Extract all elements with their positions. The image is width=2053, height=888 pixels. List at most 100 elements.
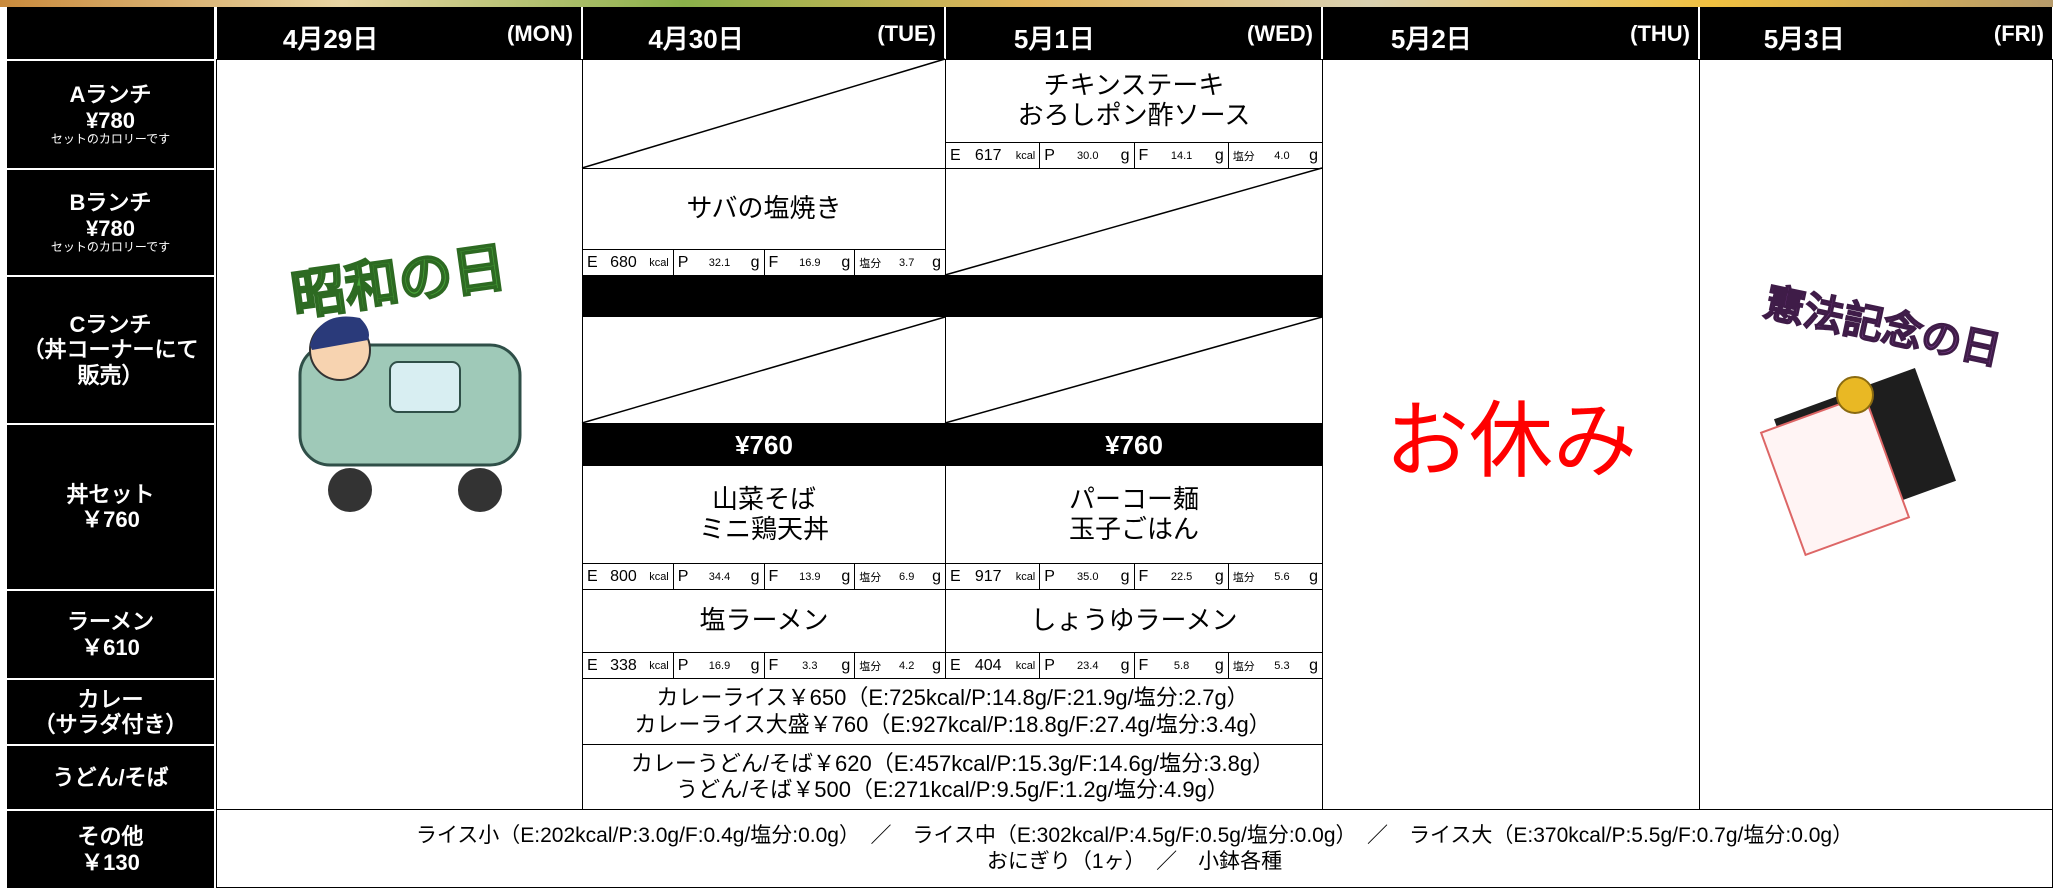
row-label-line: ¥780 — [86, 215, 135, 241]
nutrition-label: 塩分 — [1232, 571, 1255, 584]
nutrition-item: 塩分 4.0 g — [1227, 143, 1322, 168]
row-label-line: Cランチ — [69, 312, 152, 338]
nutrition-label: P — [1044, 146, 1055, 164]
header-day: 5月3日 (FRI) — [1700, 7, 2052, 59]
menu-name-line: サバの塩焼き — [686, 193, 842, 224]
menu-name-line: 玉子ごはん — [1068, 513, 1199, 544]
thu-cell: お休み — [1322, 59, 1700, 810]
nutrition-item: 塩分 3.7 g — [854, 250, 945, 275]
menu-name-line: 塩ラーメン — [699, 605, 829, 636]
curry-line: カレーライス￥650（E:725kcal/P:14.8g/F:21.9g/塩分:… — [656, 685, 1249, 711]
nutrition-item: P 32.1 g — [672, 250, 764, 275]
menu-cell: チキンステーキ おろしポン酢ソース E 617 kcal P 30.0 g F 14.1 g 塩分 4.… — [945, 59, 1323, 169]
header-day: 4月30日 (TUE) — [583, 7, 944, 59]
nutrition-unit: g — [1309, 146, 1318, 164]
nutrition-label: F — [1138, 656, 1149, 674]
nutrition-label: P — [677, 656, 689, 674]
nutrition-unit: kcal — [1015, 659, 1036, 672]
nutrition-item: E 338 kcal — [583, 653, 673, 678]
nutrition-label: E — [587, 567, 598, 585]
day-weekday: (WED) — [1247, 21, 1313, 46]
nutrition-unit: kcal — [649, 570, 669, 583]
day-weekday: (TUE) — [877, 21, 936, 46]
nutrition-value: 16.9 — [708, 659, 731, 672]
row-label-note: セットのカロリーです — [50, 131, 171, 146]
day-weekday: (MON) — [507, 21, 573, 46]
nutrition-item: P 23.4 g — [1039, 653, 1133, 678]
row-label-line: 丼セット — [66, 481, 155, 507]
nutrition-label: F — [1138, 567, 1149, 585]
row-label: その他 ￥130 — [7, 811, 214, 888]
nutrition-item: P 16.9 g — [672, 653, 764, 678]
nutrition-item: F 13.9 g — [763, 564, 855, 589]
header-day: 4月29日 (MON) — [217, 7, 581, 59]
price-band: ¥760 — [946, 424, 1322, 466]
nutrition-label: F — [768, 656, 779, 674]
nutrition-label: 塩分 — [859, 571, 882, 584]
row-label-line: ¥780 — [86, 107, 135, 133]
b-wed-cell — [945, 168, 1323, 276]
nutrition: E 680 kcal P 32.1 g F 16.9 g 塩分 3.7 g — [583, 249, 945, 275]
nutrition-unit: kcal — [1015, 570, 1036, 583]
header-corner — [7, 7, 214, 59]
nutrition-value: 22.5 — [1170, 570, 1193, 583]
menu-name-line: ミニ鶏天丼 — [698, 513, 829, 544]
nutrition-value: 13.9 — [799, 570, 821, 583]
nutrition-label: E — [950, 567, 961, 585]
nutrition-item: 塩分 6.9 g — [854, 564, 945, 589]
row-label-note: セットのカロリーです — [50, 239, 171, 254]
nutrition-unit: kcal — [649, 256, 669, 269]
nutrition-item: E 680 kcal — [583, 250, 673, 275]
nutrition-unit: g — [932, 253, 941, 271]
row-label: Aランチ ¥780 セットのカロリーです — [7, 61, 214, 168]
udon-line: うどん/そば￥500（E:271kcal/P:9.5g/F:1.2g/塩分:4.… — [676, 777, 1229, 802]
nutrition-unit: g — [750, 253, 760, 271]
row-label: ラーメン ￥610 — [7, 591, 214, 678]
row-label: Cランチ （丼コーナーにて 販売） — [7, 277, 214, 423]
menu-name-line: パーコー麺 — [1068, 483, 1199, 514]
row-label-line: ￥130 — [81, 849, 140, 875]
nutrition-value: 800 — [610, 567, 637, 585]
menu-name-line: おろしポン酢ソース — [1017, 100, 1251, 130]
nutrition-label: P — [1044, 567, 1055, 585]
nutrition-item: E 800 kcal — [583, 564, 673, 589]
day-date: 5月3日 — [1763, 24, 1845, 54]
menu-name: 山菜そば ミニ鶏天丼 — [583, 466, 945, 563]
nutrition-label: P — [677, 253, 689, 271]
nutrition: E 917 kcal P 35.0 g F 22.5 g 塩分 5.6 g — [946, 563, 1322, 589]
menu-cell: しょうゆラーメン E 404 kcal P 23.4 g F 5.8 g 塩分 5.3 g — [945, 589, 1323, 679]
nutrition-label: P — [677, 567, 689, 585]
nutrition-value: 917 — [974, 567, 1002, 585]
nutrition-item: E 917 kcal — [946, 564, 1039, 589]
row-label-line: 販売） — [77, 362, 144, 388]
nutrition-item: F 5.8 g — [1133, 653, 1228, 678]
curry-line: カレーライス大盛￥760（E:927kcal/P:18.8g/F:27.4g/塩… — [634, 711, 1271, 737]
price: ¥760 — [1105, 429, 1163, 460]
nutrition-value: 3.7 — [899, 256, 915, 269]
nutrition-item: P 34.4 g — [672, 564, 764, 589]
nutrition-value: 32.1 — [708, 256, 731, 269]
row-label-line: Bランチ — [69, 190, 152, 216]
nutrition-label: E — [587, 253, 598, 271]
nutrition: E 617 kcal P 30.0 g F 14.1 g 塩分 4.0 g — [946, 142, 1322, 168]
nutrition-unit: g — [1120, 146, 1130, 164]
other-line: ライス小（E:202kcal/P:3.0g/F:0.4g/塩分:0.0g） ／ … — [415, 824, 1854, 848]
header-day: 5月1日 (WED) — [946, 7, 1321, 59]
nutrition-label: 塩分 — [1232, 660, 1255, 673]
row-label-line: ラーメン — [66, 609, 155, 635]
nutrition-value: 3.3 — [802, 659, 818, 672]
nutrition-value: 5.8 — [1173, 659, 1190, 672]
price: ¥760 — [735, 429, 793, 460]
photo-strip — [0, 0, 2053, 7]
row-label: うどん/そば — [7, 746, 214, 809]
nutrition-item: P 30.0 g — [1039, 143, 1133, 168]
menu-name: パーコー麺 玉子ごはん — [946, 466, 1322, 563]
nutrition-unit: g — [1214, 567, 1224, 585]
fri-cell — [1699, 59, 2053, 810]
nutrition-value: 4.2 — [899, 659, 915, 672]
nutrition-unit: g — [841, 253, 851, 271]
other-cell: ライス小（E:202kcal/P:3.0g/F:0.4g/塩分:0.0g） ／ … — [216, 809, 2053, 888]
nutrition-item: E 617 kcal — [946, 143, 1039, 168]
row-label: Bランチ ¥780 セットのカロリーです — [7, 170, 214, 275]
